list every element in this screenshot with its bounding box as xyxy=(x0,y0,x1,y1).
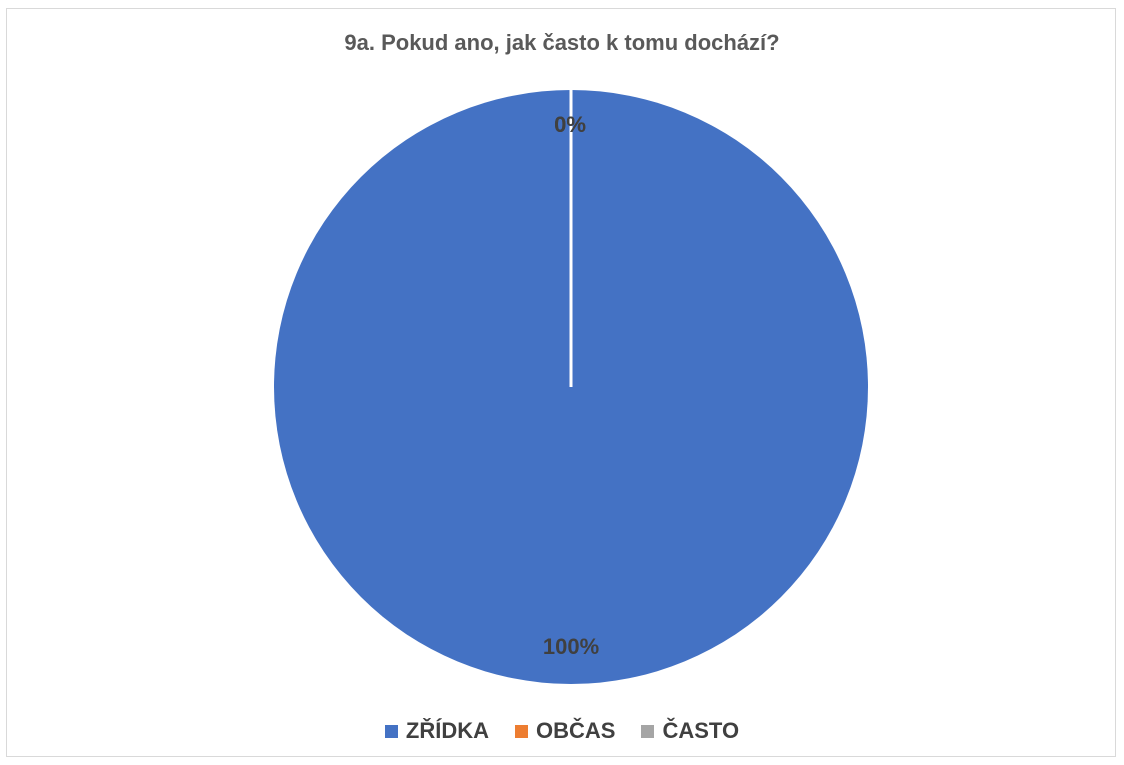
legend: ZŘÍDKA OBČAS ČASTO xyxy=(0,718,1124,744)
legend-item-zridka: ZŘÍDKA xyxy=(384,718,490,744)
pie-data-labels: 100%0%0% xyxy=(543,112,599,659)
data-label-casto: 0% xyxy=(554,112,586,137)
legend-swatch-obcas xyxy=(515,724,529,738)
data-label-zridka: 100% xyxy=(543,634,599,659)
legend-swatch-casto xyxy=(641,724,655,738)
legend-swatch-zridka xyxy=(384,724,398,738)
legend-label-zridka: ZŘÍDKA xyxy=(405,718,490,743)
legend-item-obcas: OBČAS xyxy=(515,718,615,744)
chart-title: 9a. Pokud ano, jak často k tomu dochází? xyxy=(344,30,780,55)
data-label-obcas: 0% xyxy=(554,112,586,137)
pie-slices xyxy=(274,90,868,684)
legend-label-casto: ČASTO xyxy=(662,718,740,743)
legend-item-casto: ČASTO xyxy=(641,718,739,744)
legend-label-obcas: OBČAS xyxy=(536,718,616,743)
